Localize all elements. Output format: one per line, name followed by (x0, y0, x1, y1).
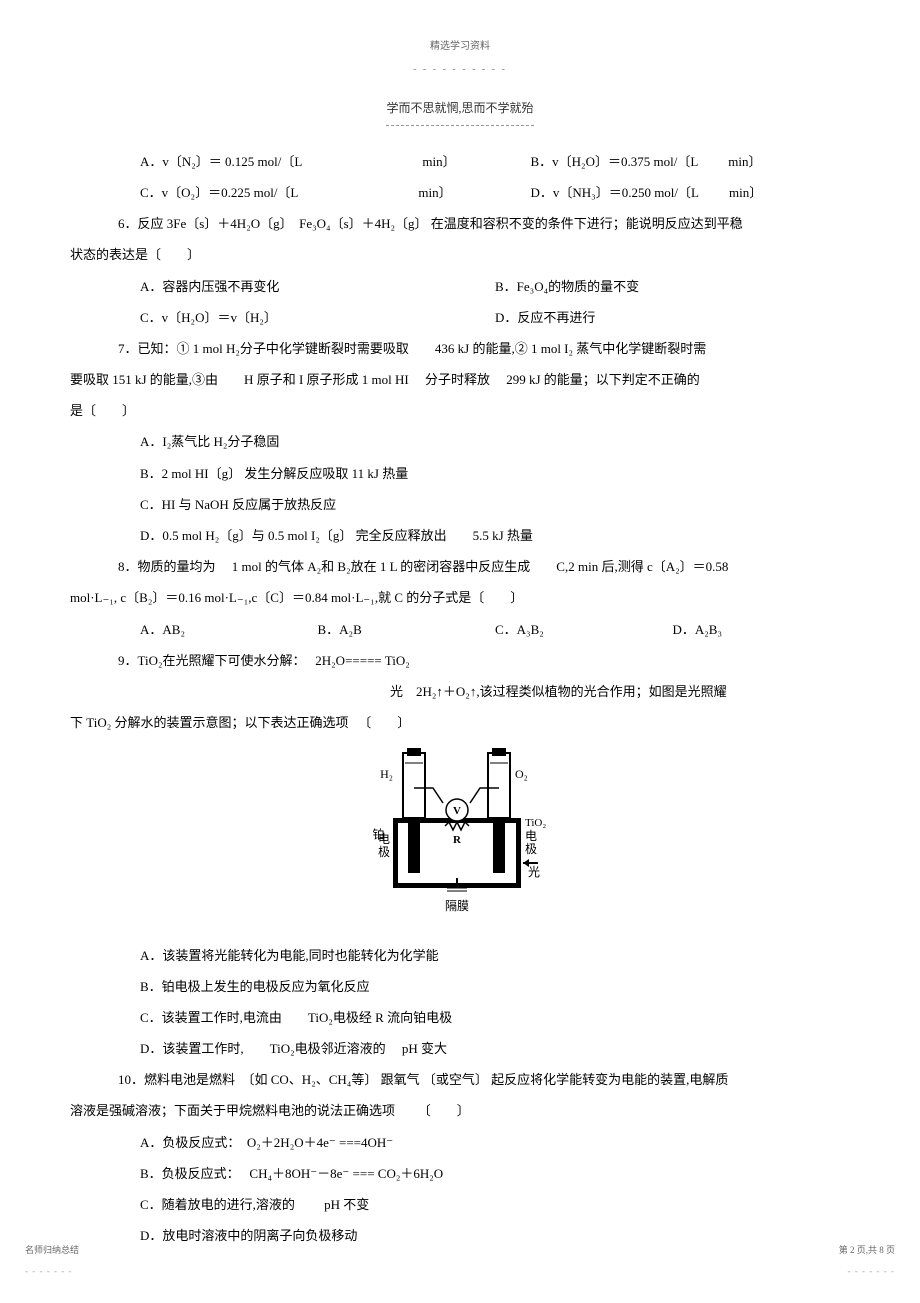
q8-stem2: mol·L₋₁, c〔B₂〕＝0.16 mol·L₋₁,c〔C〕＝0.84 mo… (70, 582, 850, 613)
q10-opt-b: B．负极反应式： CH₄＋8OH⁻－8e⁻ === CO₂＋6H₂O (70, 1158, 850, 1189)
footer-right-dash: - - - - - - - (839, 1261, 895, 1283)
svg-text:R: R (453, 834, 462, 846)
q8-stem1: 8．物质的量均为 1 mol 的气体 A₂和 B₂放在 1 L 的密闭容器中反应… (70, 551, 850, 582)
svg-text:极: 极 (525, 842, 537, 856)
q7-opt-b: B．2 mol HI〔g〕 发生分解反应吸取 11 kJ 热量 (70, 458, 850, 489)
q9-stem1: 9．TiO₂在光照耀下可使水分解： 2H₂O===== TiO₂ (70, 645, 850, 676)
q9-diagram: V R H₂ O₂ 铂 电 极 TiO₂ 电 极 光 隔膜 (70, 748, 850, 929)
q6-opt-c: C．v〔H₂O〕＝v〔H₂〕 (140, 302, 495, 333)
q10-opt-a: A．负极反应式： O₂＋2H₂O＋4e⁻ ===4OH⁻ (70, 1127, 850, 1158)
header-dash: - - - - - - - - - - (70, 58, 850, 82)
svg-text:电: 电 (525, 829, 537, 843)
q5-opt-d: D．v〔NH₃〕＝0.250 mol/〔L (531, 185, 699, 200)
q5-c-unit: min〕 (418, 185, 451, 200)
svg-text:H₂: H₂ (380, 767, 393, 781)
q10-stem2: 溶液是强碱溶液；下面关于甲烷燃料电池的说法正确选项 〔 〕 (70, 1095, 850, 1126)
q7-opt-c: C．HI 与 NaOH 反应属于放热反应 (70, 489, 850, 520)
q7-opt-d: D．0.5 mol H₂〔g〕与 0.5 mol I₂〔g〕 完全反应释放出 5… (70, 520, 850, 551)
q10-stem1: 10．燃料电池是燃料 〔如 CO、H₂、CH₄等〕 跟氧气 〔或空气〕 起反应将… (70, 1064, 850, 1095)
q6-stem2: 状态的表达是〔 〕 (70, 239, 850, 270)
q5-b-unit: min〕 (728, 154, 761, 169)
q9-opt-b: B．铂电极上发生的电极反应为氧化反应 (70, 971, 850, 1002)
header-motto: 学而不思就惘,思而不学就殆 (386, 94, 533, 126)
svg-text:V: V (453, 805, 461, 817)
q6-opt-a: A．容器内压强不再变化 (140, 271, 495, 302)
header-material: 精选学习资料 (70, 40, 850, 54)
svg-text:电: 电 (378, 832, 390, 846)
q7-stem2: 要吸取 151 kJ 的能量,③由 H 原子和 I 原子形成 1 mol HI … (70, 364, 850, 395)
q7-stem1: 7．已知：① 1 mol H₂分子中化学键断裂时需要吸取 436 kJ 的能量,… (70, 333, 850, 364)
q5-a-unit: min〕 (422, 154, 455, 169)
svg-text:隔膜: 隔膜 (444, 899, 468, 913)
q5-opt-c: C．v〔O₂〕＝0.225 mol/〔L (140, 185, 298, 200)
q10-opt-c: C．随着放电的进行,溶液的 pH 不变 (70, 1189, 850, 1220)
q5-opt-a: A．v〔N₂〕＝ 0.125 mol/〔L (140, 154, 302, 169)
svg-text:O₂: O₂ (515, 767, 528, 781)
q5-opt-b: B．v〔H₂O〕＝0.375 mol/〔L (531, 154, 699, 169)
q9-stem1b: 光 2H₂↑＋O₂↑,该过程类似植物的光合作用；如图是光照耀 (70, 676, 850, 707)
q9-stem2: 下 TiO₂ 分解水的装置示意图；以下表达正确选项 〔 〕 (70, 707, 850, 738)
page-footer: 名师归纳总结 - - - - - - - 第 2 页,共 8 页 - - - -… (25, 1240, 895, 1283)
q6-stem1: 6．反应 3Fe〔s〕＋4H₂O〔g〕 Fe₃O₄〔s〕＋4H₂〔g〕 在温度和… (70, 208, 850, 239)
q6-opt-d: D．反应不再进行 (495, 302, 850, 333)
svg-text:TiO₂: TiO₂ (525, 817, 546, 829)
q7-opt-a: A．I₂蒸气比 H₂分子稳固 (70, 426, 850, 457)
q8-opt-d: D．A₂B₃ (673, 614, 851, 645)
q6-opt-b: B．Fe₃O₄的物质的量不变 (495, 271, 850, 302)
q5-d-unit: min〕 (729, 185, 762, 200)
q8-opt-a: A．AB₂ (140, 614, 318, 645)
q9-opt-a: A．该装置将光能转化为电能,同时也能转化为化学能 (70, 940, 850, 971)
svg-text:极: 极 (378, 845, 390, 859)
q9-opt-d: D．该装置工作时, TiO₂电极邻近溶液的 pH 变大 (70, 1033, 850, 1064)
q8-opt-c: C．A₃B₂ (495, 614, 673, 645)
q8-opt-b: B．A₂B (318, 614, 496, 645)
q9-opt-c: C．该装置工作时,电流由 TiO₂电极经 R 流向铂电极 (70, 1002, 850, 1033)
q7-stem3: 是〔 〕 (70, 395, 850, 426)
footer-left: 名师归纳总结 (25, 1240, 79, 1262)
footer-left-dash: - - - - - - - (25, 1261, 79, 1283)
footer-right: 第 2 页,共 8 页 (839, 1240, 895, 1262)
document-body: A．v〔N₂〕＝ 0.125 mol/〔L min〕 B．v〔H₂O〕＝0.375… (70, 146, 850, 1252)
svg-text:光: 光 (528, 865, 540, 879)
